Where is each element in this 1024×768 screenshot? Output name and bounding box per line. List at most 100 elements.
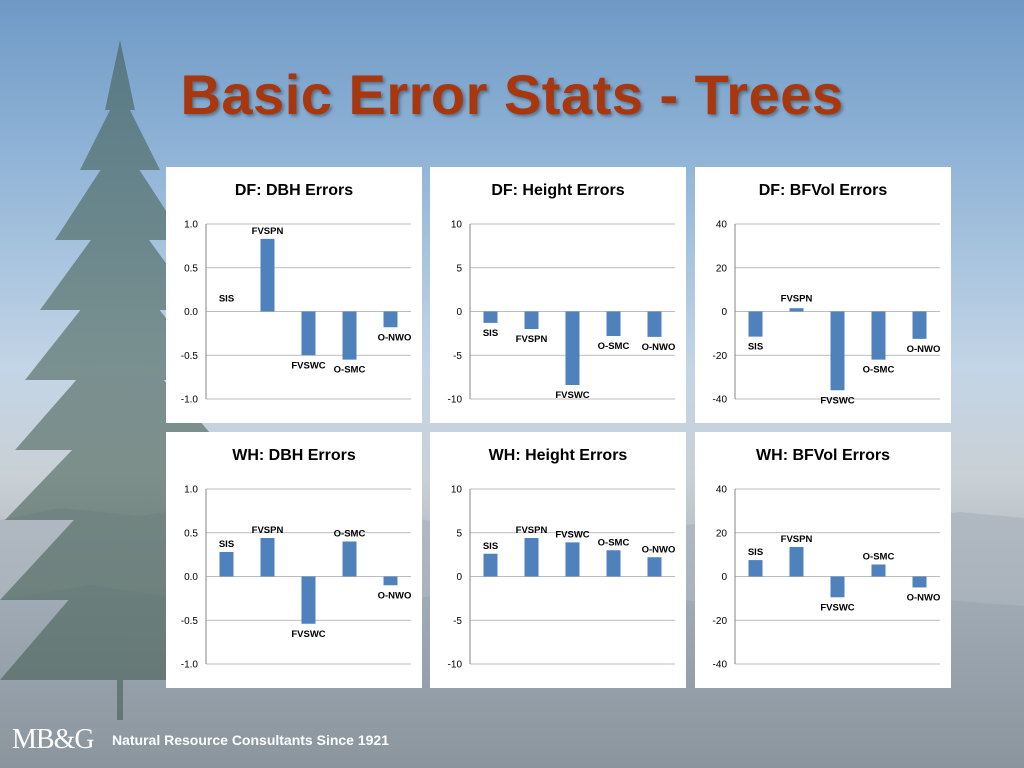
bar-label-o-nwo: O-NWO bbox=[378, 332, 412, 343]
bar-fvspn bbox=[524, 538, 539, 577]
bar-o-nwo bbox=[383, 311, 398, 328]
bar-label-fvswc: FVSWC bbox=[555, 390, 589, 401]
chart-title: DF: BFVol Errors bbox=[759, 182, 888, 199]
bar-o-smc bbox=[342, 541, 357, 577]
bar-label-fvspn: FVSPN bbox=[781, 534, 813, 545]
bar-label-o-smc: O-SMC bbox=[863, 365, 895, 376]
bar-label-o-nwo: O-NWO bbox=[907, 344, 941, 355]
chart-wh-dbh: WH: DBH Errors 1.0 0.5 0.0 -0.5 -1.0 SIS FVSPN F… bbox=[181, 447, 412, 671]
y-tick-label: -10 bbox=[448, 395, 463, 406]
chart-df-height: DF: Height Errors 10 5 0 -5 -10 SIS FVSPN FVSWC O… bbox=[448, 182, 676, 406]
y-tick-label: 0 bbox=[721, 572, 727, 583]
bar-label-sis: SIS bbox=[483, 328, 498, 339]
y-tick-label: 20 bbox=[716, 528, 728, 539]
bar-fvspn bbox=[260, 238, 275, 312]
chart-wh-bfvol: WH: BFVol Errors 40 20 0 -20 -40 SIS FVSPN FVSWC… bbox=[713, 447, 941, 671]
bar-label-o-smc: O-SMC bbox=[863, 551, 895, 562]
bar-o-nwo bbox=[647, 311, 662, 337]
chart-title: DF: Height Errors bbox=[491, 182, 624, 199]
bar-label-sis: SIS bbox=[748, 342, 763, 353]
y-tick-label: 5 bbox=[456, 263, 462, 274]
bar-o-smc bbox=[871, 311, 886, 360]
bar-label-o-smc: O-SMC bbox=[598, 537, 630, 548]
bar-label-fvspn: FVSPN bbox=[252, 525, 284, 536]
bar-fvswc bbox=[301, 311, 316, 356]
chart-panel-df-dbh: DF: DBH Errors 1.0 0.5 0.0 -0.5 -1.0 SIS FVSPN F… bbox=[166, 167, 422, 423]
bar-label-fvswc: FVSWC bbox=[291, 629, 325, 640]
y-tick-label: 1.0 bbox=[184, 220, 198, 231]
y-tick-label: -20 bbox=[713, 616, 728, 627]
y-tick-label: -1.0 bbox=[181, 395, 199, 406]
bar-label-o-nwo: O-NWO bbox=[642, 544, 676, 555]
bar-o-nwo bbox=[383, 576, 398, 586]
bar-o-smc bbox=[606, 550, 621, 577]
y-tick-label: -5 bbox=[453, 351, 462, 362]
y-tick-label: 1.0 bbox=[184, 485, 198, 496]
y-tick-label: 0.5 bbox=[184, 528, 198, 539]
bar-label-fvspn: FVSPN bbox=[516, 525, 548, 536]
bar-label-fvspn: FVSPN bbox=[781, 294, 813, 305]
chart-panel-df-bfvol: DF: BFVol Errors 40 20 0 -20 -40 SIS FVSPN FVSWC… bbox=[695, 167, 951, 423]
bar-label-sis: SIS bbox=[483, 541, 498, 552]
chart-title: DF: DBH Errors bbox=[235, 182, 353, 199]
chart-panel-wh-bfvol: WH: BFVol Errors 40 20 0 -20 -40 SIS FVSPN FVSWC… bbox=[695, 432, 951, 688]
y-tick-label: 10 bbox=[451, 220, 463, 231]
chart-panel-df-height: DF: Height Errors 10 5 0 -5 -10 SIS FVSPN FVSWC O… bbox=[430, 167, 686, 423]
bar-label-sis: SIS bbox=[219, 539, 234, 550]
y-tick-label: -0.5 bbox=[181, 351, 199, 362]
y-tick-label: 0.0 bbox=[184, 572, 198, 583]
chart-wh-height: WH: Height Errors 10 5 0 -5 -10 SIS FVSPN FVSWC O… bbox=[448, 447, 676, 671]
bar-fvspn bbox=[260, 538, 275, 577]
bar-sis bbox=[748, 560, 763, 577]
chart-title: WH: BFVol Errors bbox=[756, 447, 890, 464]
y-tick-label: -1.0 bbox=[181, 660, 199, 671]
chart-title: WH: Height Errors bbox=[489, 447, 628, 464]
bar-sis bbox=[219, 552, 234, 577]
y-tick-label: 40 bbox=[716, 220, 728, 231]
bar-label-o-nwo: O-NWO bbox=[642, 342, 676, 353]
y-tick-label: -10 bbox=[448, 660, 463, 671]
bar-o-smc bbox=[606, 311, 621, 336]
y-tick-label: 0 bbox=[721, 307, 727, 318]
bar-fvspn bbox=[524, 311, 539, 329]
bar-label-fvspn: FVSPN bbox=[252, 226, 284, 237]
bar-label-o-nwo: O-NWO bbox=[378, 590, 412, 601]
bar-fvswc bbox=[301, 576, 316, 624]
bar-label-fvswc: FVSWC bbox=[820, 602, 854, 613]
y-tick-label: 0 bbox=[456, 307, 462, 318]
bar-fvspn bbox=[789, 308, 804, 312]
bar-fvspn bbox=[789, 546, 804, 577]
y-tick-label: 20 bbox=[716, 263, 728, 274]
chart-title: WH: DBH Errors bbox=[232, 447, 356, 464]
bar-o-nwo bbox=[647, 557, 662, 577]
chart-panel-wh-height: WH: Height Errors 10 5 0 -5 -10 SIS FVSPN FVSWC O… bbox=[430, 432, 686, 688]
footer-tagline: Natural Resource Consultants Since 1921 bbox=[112, 732, 389, 748]
chart-panel-wh-dbh: WH: DBH Errors 1.0 0.5 0.0 -0.5 -1.0 SIS FVSPN F… bbox=[166, 432, 422, 688]
bar-o-nwo bbox=[912, 311, 927, 339]
bar-fvswc bbox=[830, 311, 845, 391]
bar-sis bbox=[483, 553, 498, 577]
bar-label-o-smc: O-SMC bbox=[598, 341, 630, 352]
chart-df-bfvol: DF: BFVol Errors 40 20 0 -20 -40 SIS FVSPN FVSWC… bbox=[713, 182, 941, 406]
bar-label-sis: SIS bbox=[748, 547, 763, 558]
y-tick-label: 10 bbox=[451, 485, 463, 496]
bar-label-sis: SIS bbox=[219, 294, 234, 305]
bar-sis bbox=[748, 311, 763, 337]
y-tick-label: -40 bbox=[713, 395, 728, 406]
bar-fvswc bbox=[565, 311, 580, 385]
chart-df-dbh: DF: DBH Errors 1.0 0.5 0.0 -0.5 -1.0 SIS FVSPN F… bbox=[181, 182, 412, 406]
bar-label-o-nwo: O-NWO bbox=[907, 592, 941, 603]
bar-fvswc bbox=[565, 542, 580, 577]
y-tick-label: 0 bbox=[456, 572, 462, 583]
y-tick-label: -20 bbox=[713, 351, 728, 362]
bar-label-fvswc: FVSWC bbox=[291, 360, 325, 371]
slide-title: Basic Error Stats - Trees bbox=[180, 63, 844, 126]
y-tick-label: -40 bbox=[713, 660, 728, 671]
y-tick-label: 40 bbox=[716, 485, 728, 496]
bar-o-smc bbox=[871, 564, 886, 577]
y-tick-label: 5 bbox=[456, 528, 462, 539]
bar-label-fvspn: FVSPN bbox=[516, 334, 548, 345]
bar-o-nwo bbox=[912, 576, 927, 588]
y-tick-label: 0.0 bbox=[184, 307, 198, 318]
y-tick-label: -5 bbox=[453, 616, 462, 627]
